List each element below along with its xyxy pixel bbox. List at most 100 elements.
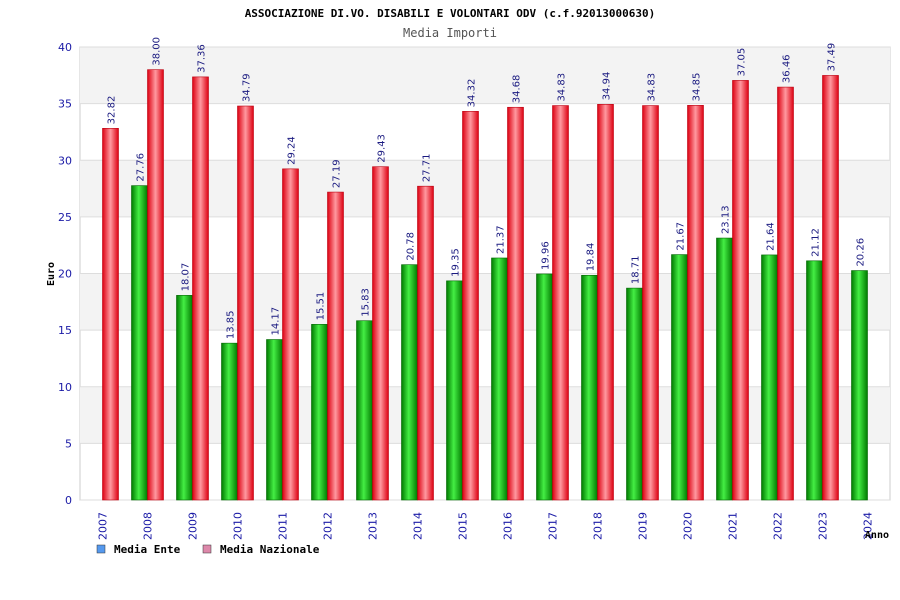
y-tick-label: 40 <box>58 41 72 54</box>
y-tick-label: 25 <box>58 211 72 224</box>
bar-media-nazionale <box>642 105 659 501</box>
value-label: 19.84 <box>586 243 597 272</box>
value-label: 21.37 <box>496 225 507 254</box>
legend-swatch-media-ente <box>96 544 106 554</box>
bar-media-ente <box>221 342 238 501</box>
x-tick-label: 2011 <box>277 512 290 540</box>
y-tick-label: 20 <box>58 268 72 281</box>
value-label: 34.83 <box>557 73 568 102</box>
bar-media-nazionale <box>552 105 569 501</box>
value-label: 29.43 <box>377 134 388 163</box>
bar-media-ente <box>356 320 373 501</box>
value-label: 20.78 <box>406 232 417 261</box>
bar-media-nazionale <box>192 76 209 501</box>
value-label: 21.64 <box>766 222 777 251</box>
value-label: 38.00 <box>152 37 163 66</box>
legend-label-media-ente: Media Ente <box>114 543 181 556</box>
x-tick-label: 2015 <box>457 512 470 540</box>
value-label: 19.96 <box>541 241 552 270</box>
bar-media-ente <box>266 339 283 501</box>
value-label: 37.49 <box>827 43 838 72</box>
value-labels: 32.82 27.76 38.00 18.07 37.36 13.85 34.79 14.17… <box>107 37 867 339</box>
bar-media-nazionale <box>147 69 164 501</box>
bar-media-nazionale <box>507 106 524 501</box>
plot-band <box>80 386 890 444</box>
bar-media-ente <box>491 257 508 501</box>
value-label: 34.85 <box>692 73 703 102</box>
bar-media-ente <box>131 185 148 501</box>
x-tick-label: 2021 <box>727 512 740 540</box>
value-label: 32.82 <box>107 96 118 125</box>
value-label: 34.83 <box>647 73 658 102</box>
chart-title: ASSOCIAZIONE DI.VO. DISABILI E VOLONTARI… <box>245 7 656 20</box>
x-tick-label: 2014 <box>412 512 425 540</box>
plot-band <box>80 160 890 217</box>
value-label: 14.17 <box>271 307 282 336</box>
x-tick-label: 2024 <box>862 512 875 540</box>
x-tick-label: 2012 <box>322 512 335 540</box>
bar-media-nazionale <box>417 185 434 501</box>
bar-media-nazionale <box>372 166 389 501</box>
y-axis-ticks: 0 5 10 15 20 25 30 35 40 <box>58 41 72 507</box>
legend: Media Ente Media Nazionale <box>96 543 320 556</box>
y-tick-label: 5 <box>65 437 72 450</box>
x-tick-label: 2017 <box>547 512 560 540</box>
bar-media-ente <box>536 273 553 501</box>
legend-label-media-nazionale: Media Nazionale <box>220 543 320 556</box>
x-tick-label: 2022 <box>772 512 785 540</box>
x-axis-label: Anno <box>865 530 889 541</box>
plot-band <box>80 47 890 104</box>
bar-media-ente <box>581 275 598 501</box>
x-tick-label: 2020 <box>682 512 695 540</box>
chart-subtitle: Media Importi <box>403 26 497 40</box>
bar-media-nazionale <box>822 75 839 501</box>
y-axis-label: Euro <box>46 262 57 286</box>
value-label: 19.35 <box>451 248 462 277</box>
bar-media-ente <box>761 254 778 501</box>
bar-media-nazionale <box>777 86 794 501</box>
x-tick-label: 2013 <box>367 512 380 540</box>
value-label: 34.68 <box>512 75 523 104</box>
y-tick-label: 15 <box>58 324 72 337</box>
bar-media-nazionale <box>462 111 479 501</box>
bar-media-nazionale <box>732 80 749 501</box>
value-label: 15.83 <box>361 288 372 317</box>
plot-band <box>80 273 890 331</box>
value-label: 37.05 <box>737 48 748 77</box>
value-label: 18.71 <box>631 255 642 284</box>
value-label: 36.46 <box>782 54 793 83</box>
bar-media-nazionale <box>282 168 299 501</box>
x-tick-label: 2008 <box>142 512 155 540</box>
x-tick-label: 2018 <box>592 512 605 540</box>
value-label: 21.12 <box>811 228 822 257</box>
value-label: 27.76 <box>136 153 147 182</box>
bar-media-ente <box>716 237 733 501</box>
value-label: 15.51 <box>316 292 327 321</box>
bar-media-nazionale <box>102 128 119 501</box>
y-tick-label: 10 <box>58 381 72 394</box>
y-tick-label: 35 <box>58 98 72 111</box>
bar-media-ente <box>626 287 643 501</box>
legend-swatch-media-nazionale <box>202 544 212 554</box>
bar-media-ente <box>401 264 418 501</box>
value-label: 27.19 <box>332 159 343 188</box>
x-axis-ticks: 2007 2008 2009 2010 2011 2012 2013 2014 2015 2016… <box>97 512 875 540</box>
value-label: 29.24 <box>287 136 298 165</box>
value-label: 27.71 <box>422 154 433 183</box>
value-label: 13.85 <box>226 311 237 340</box>
bar-media-ente <box>176 295 193 501</box>
bar-media-nazionale <box>597 104 614 501</box>
y-tick-label: 0 <box>65 494 72 507</box>
bar-media-nazionale <box>687 105 704 501</box>
x-tick-label: 2019 <box>637 512 650 540</box>
x-tick-label: 2009 <box>187 512 200 540</box>
value-label: 18.07 <box>181 263 192 292</box>
value-label: 34.94 <box>602 72 613 101</box>
bar-media-nazionale <box>237 105 254 501</box>
bar-media-ente <box>671 254 688 501</box>
value-label: 20.26 <box>856 238 867 267</box>
bar-media-ente <box>446 280 463 501</box>
value-label: 34.79 <box>242 73 253 102</box>
bar-media-ente <box>851 270 868 501</box>
